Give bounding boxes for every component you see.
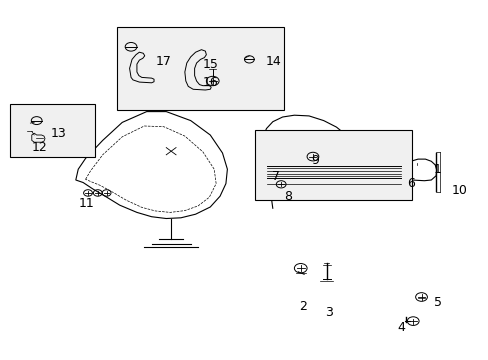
Text: 16: 16: [202, 76, 218, 89]
Bar: [117, 27, 283, 110]
Text: 1: 1: [433, 163, 441, 176]
Text: 10: 10: [451, 184, 467, 197]
Text: 4: 4: [396, 321, 404, 334]
Text: 2: 2: [299, 300, 306, 313]
Text: 15: 15: [202, 58, 218, 71]
Text: 14: 14: [265, 55, 281, 68]
Text: 12: 12: [31, 141, 47, 154]
Text: 8: 8: [284, 190, 292, 203]
Bar: [255, 130, 411, 200]
Text: 17: 17: [156, 55, 171, 68]
Text: 6: 6: [406, 177, 414, 190]
Text: 13: 13: [51, 127, 66, 140]
Text: 7: 7: [272, 170, 280, 183]
Text: 3: 3: [324, 306, 332, 319]
Text: 5: 5: [433, 296, 441, 309]
Text: 9: 9: [311, 154, 319, 167]
Text: 11: 11: [79, 197, 95, 210]
Bar: [10, 104, 95, 157]
